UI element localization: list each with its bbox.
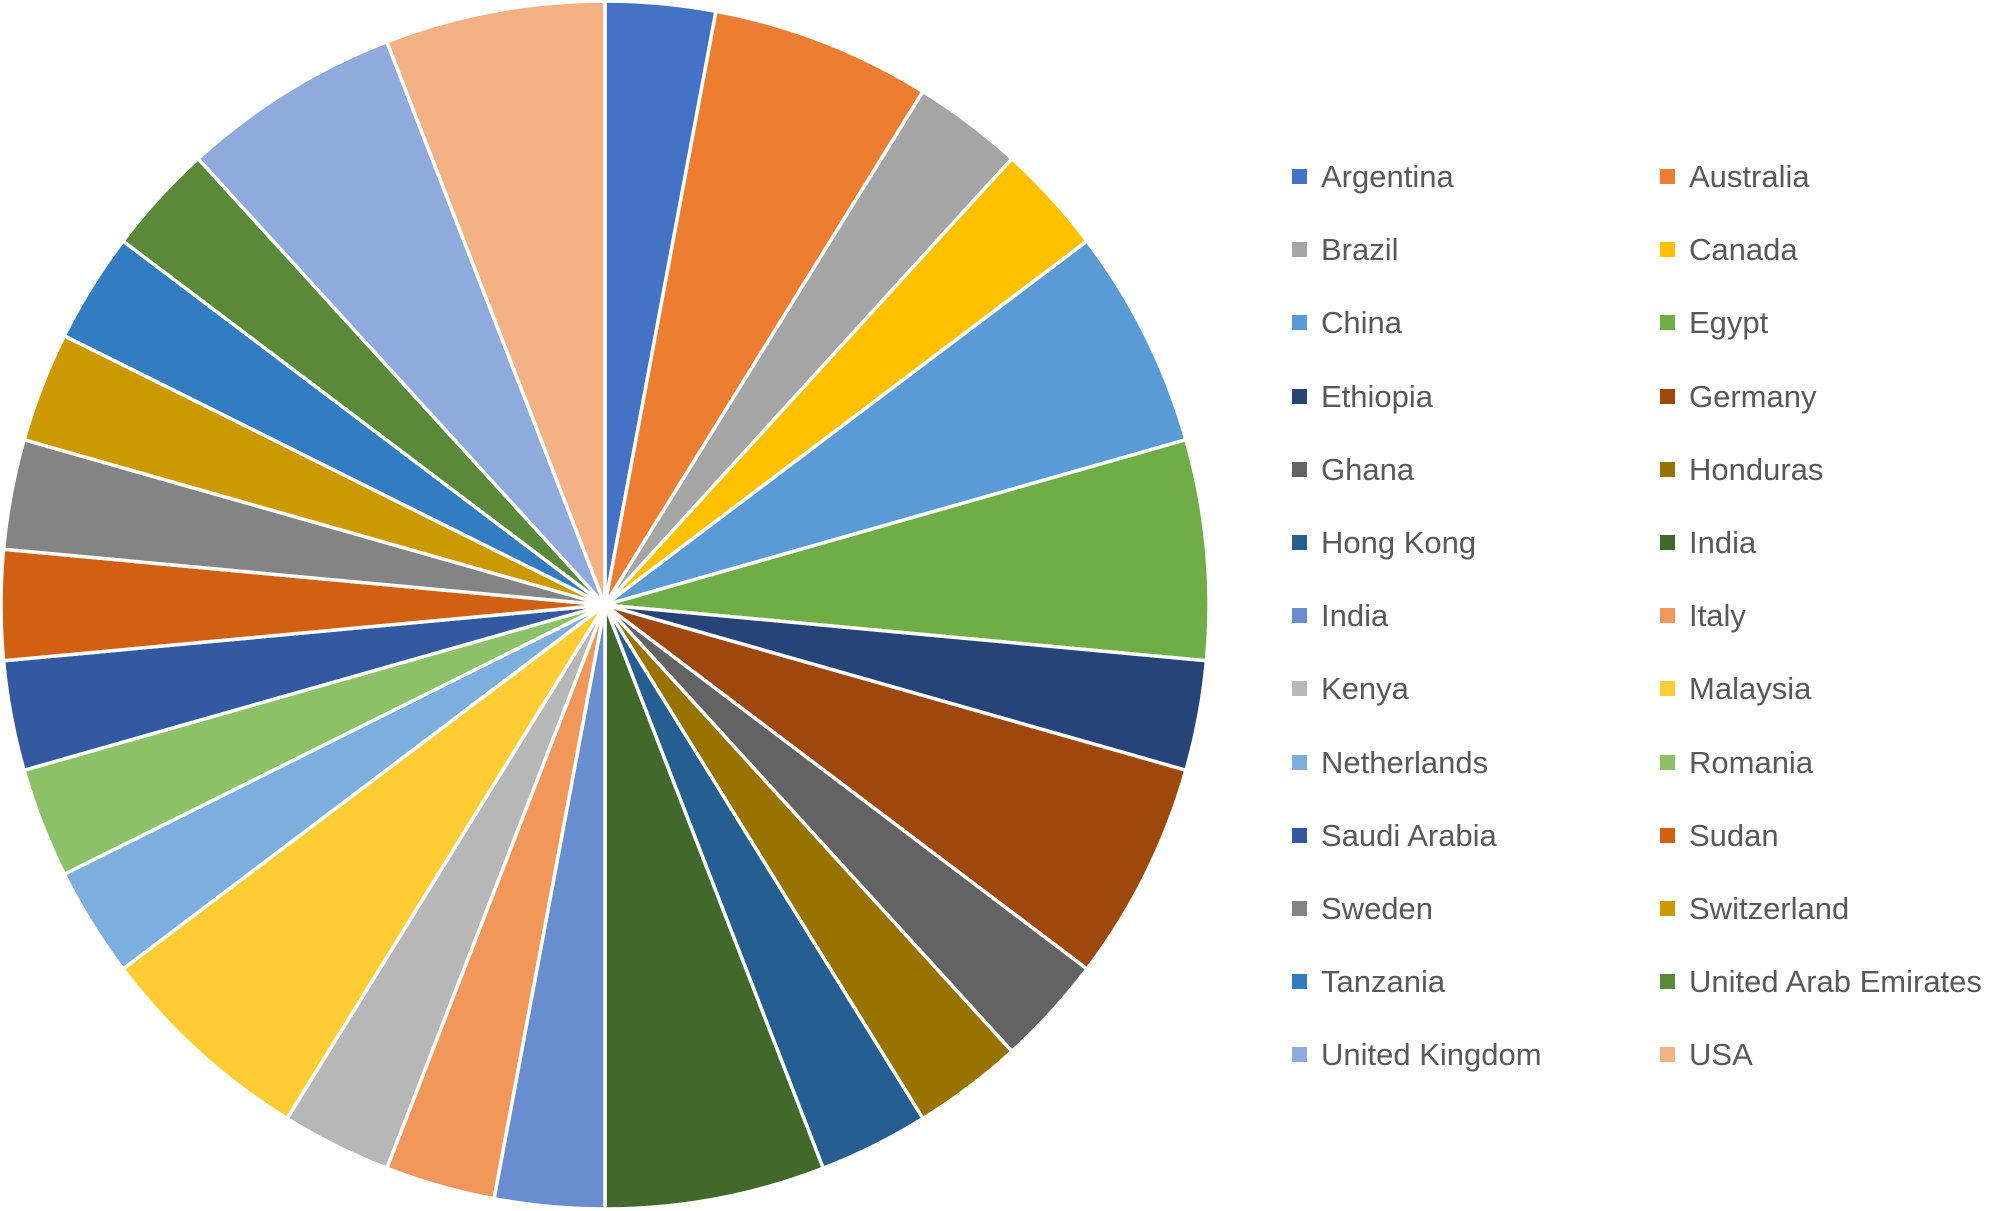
chart-legend: Argentina Australia Brazil Canada China Egypt… <box>1292 140 2000 1091</box>
legend-label: United Kingdom <box>1321 1037 1542 1073</box>
legend-label: Argentina <box>1321 159 1454 195</box>
legend-item: United Kingdom <box>1292 1018 1660 1091</box>
legend-label: USA <box>1689 1037 1753 1073</box>
legend-item: USA <box>1660 1018 2000 1091</box>
legend-item: Tanzania <box>1292 945 1660 1018</box>
legend-label: Brazil <box>1321 232 1399 268</box>
legend-item: United Arab Emirates <box>1660 945 2000 1018</box>
legend-label: Ghana <box>1321 451 1415 487</box>
legend-swatch <box>1660 608 1675 624</box>
legend-item: Honduras <box>1660 433 2000 506</box>
legend-item: Brazil <box>1292 213 1660 286</box>
legend-item: Romania <box>1660 726 2000 799</box>
legend-label: Kenya <box>1321 671 1409 707</box>
legend-label: Malaysia <box>1689 671 1812 707</box>
legend-label: Canada <box>1689 232 1798 268</box>
legend-item: Egypt <box>1660 286 2000 359</box>
legend-swatch <box>1292 608 1307 624</box>
legend-swatch <box>1292 974 1307 990</box>
legend-label: Ethiopia <box>1321 378 1434 414</box>
pie-slice-8 <box>603 603 1188 971</box>
legend-item: India <box>1292 579 1660 652</box>
legend-item: Germany <box>1660 360 2000 433</box>
legend-swatch <box>1660 242 1675 258</box>
pie-slice-26 <box>385 0 607 607</box>
pie-slice-5 <box>603 239 1188 607</box>
legend-item: Sweden <box>1292 872 1660 945</box>
legend-label: India <box>1689 525 1757 561</box>
legend-swatch <box>1660 754 1675 770</box>
legend-swatch <box>1292 242 1307 258</box>
legend-swatch <box>1292 169 1307 185</box>
legend-item: Ghana <box>1292 433 1660 506</box>
legend-item: Kenya <box>1292 652 1660 725</box>
legend-label: Romania <box>1689 744 1814 780</box>
legend-label: Netherlands <box>1321 744 1489 780</box>
legend-swatch <box>1660 388 1675 404</box>
legend-label: Hong Kong <box>1321 525 1477 561</box>
legend-item: Canada <box>1660 213 2000 286</box>
legend-item: Saudi Arabia <box>1292 799 1660 872</box>
legend-item: India <box>1660 506 2000 579</box>
legend-swatch <box>1292 388 1307 404</box>
legend-item: Sudan <box>1660 799 2000 872</box>
legend-swatch <box>1292 900 1307 916</box>
legend-item: Netherlands <box>1292 726 1660 799</box>
legend-label: Tanzania <box>1321 964 1446 1000</box>
legend-swatch <box>1660 827 1675 843</box>
legend-swatch <box>1660 900 1675 916</box>
legend-item: China <box>1292 286 1660 359</box>
legend-swatch <box>1292 754 1307 770</box>
legend-swatch <box>1292 461 1307 477</box>
legend-item: Australia <box>1660 140 2000 213</box>
legend-swatch <box>1660 169 1675 185</box>
legend-swatch <box>1292 1047 1307 1063</box>
pie-slice-6 <box>603 437 1211 663</box>
legend-label: Sudan <box>1689 817 1779 853</box>
legend-label: Australia <box>1689 159 1810 195</box>
legend-swatch <box>1292 827 1307 843</box>
legend-swatch <box>1660 535 1675 551</box>
legend-label: Honduras <box>1689 451 1824 487</box>
legend-label: Switzerland <box>1689 890 1850 926</box>
legend-swatch <box>1660 974 1675 990</box>
legend-label: Saudi Arabia <box>1321 817 1497 853</box>
pie-slice-16 <box>121 603 607 1121</box>
legend-swatch <box>1660 315 1675 331</box>
legend-label: Egypt <box>1689 305 1769 341</box>
legend-swatch <box>1292 315 1307 331</box>
legend-item: Ethiopia <box>1292 360 1660 433</box>
legend-label: Sweden <box>1321 890 1434 926</box>
pie-slice-25 <box>196 40 607 607</box>
legend-swatch <box>1660 1047 1675 1063</box>
pie-slice-2 <box>603 9 925 607</box>
legend-item: Argentina <box>1292 140 1660 213</box>
legend-item: Malaysia <box>1660 652 2000 725</box>
legend-item: Switzerland <box>1660 872 2000 945</box>
legend-label: Italy <box>1689 598 1746 634</box>
legend-swatch <box>1292 681 1307 697</box>
pie-slice-12 <box>603 603 825 1211</box>
legend-item: Italy <box>1660 579 2000 652</box>
legend-label: China <box>1321 305 1402 341</box>
legend-swatch <box>1660 681 1675 697</box>
legend-label: India <box>1321 598 1389 634</box>
legend-swatch <box>1660 461 1675 477</box>
legend-label: United Arab Emirates <box>1689 964 1982 1000</box>
legend-label: Germany <box>1689 378 1817 414</box>
legend-item: Hong Kong <box>1292 506 1660 579</box>
legend-swatch <box>1292 535 1307 551</box>
